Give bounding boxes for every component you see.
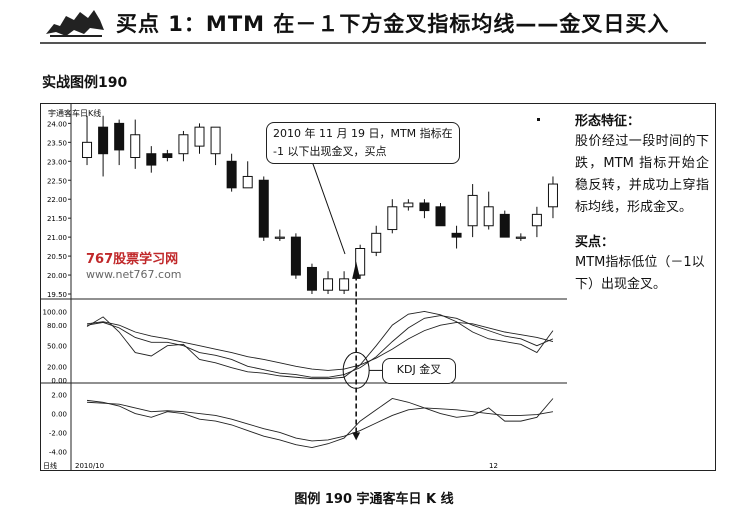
y-tick-label: 19.50 [47,291,67,299]
candle-body [403,202,414,208]
title-divider [40,42,706,44]
kdj-y-tick-label: 100.00 [43,308,68,316]
marker-dot [537,118,540,121]
y-tick-label: 24.00 [47,120,67,128]
date-right-label: 12 [489,462,498,470]
candle-body [130,134,141,158]
kdj-series-line [86,310,554,380]
corner-label: 日线 [43,461,57,470]
y-tick-label: 22.00 [47,196,67,204]
candle-body [323,278,334,291]
candle-body [178,134,189,155]
candle-body [499,213,510,238]
y-tick-label: 21.50 [47,215,67,223]
kdj-cross-label: KDJ 金叉 [382,358,456,384]
kdj-series-line [86,315,554,378]
kdj-y-tick-label: 80.00 [47,322,67,330]
candle-body [547,183,558,208]
candle-body [371,232,382,253]
candle-body [274,236,285,239]
candle-body [451,232,462,238]
y-tick-label: 21.00 [47,234,67,242]
candle-body [162,153,173,158]
candle-body [114,122,125,151]
mtm-y-tick-label: -2.00 [49,429,67,437]
watermark-text: 767股票学习网 [86,252,179,267]
figure-caption: 图例 190 宇通客车日 K 线 [294,492,454,507]
kdj-y-tick-label: 20.00 [47,363,67,371]
candle-body [194,126,205,147]
candle-body [210,126,221,155]
candle-body [387,206,398,231]
buy-point-callout: 2010 年 11 月 19 日，MTM 指标在 -1 以下出现金叉，买点 [266,122,460,164]
arrow-down-icon [352,432,361,441]
figure-label: 实战图例190 [42,75,128,91]
mtm-y-tick-label: 2.00 [51,392,67,400]
candle-body [419,202,430,212]
mtm-y-tick-label: -4.00 [49,448,67,456]
candle-body [258,179,269,238]
kdj-y-tick-label: 50.00 [47,343,67,351]
y-tick-label: 23.50 [47,139,67,147]
candle-body [355,248,366,276]
watermark-url: www.net767.com [86,268,182,281]
candle-body [306,266,317,291]
y-tick-label: 20.50 [47,253,67,261]
y-tick-label: 23.00 [47,158,67,166]
candle-body [82,141,93,158]
candle-body [242,175,253,189]
kdj-series-line [86,321,554,371]
chart-svg: 24.00 23.50 23.00 22.50 22.00 21.50 21.00 20.50… [41,104,568,470]
buy-text: MTM指标低位（－1以下）出现金叉。 [575,255,705,292]
chart-panel: 24.00 23.50 23.00 22.50 22.00 21.50 21.00 20.50… [40,103,569,471]
candle-body [483,206,494,227]
pattern-sidebar: 形态特征： 股价经过一段时间的下跌，MTM 指标开始企稳反转，并成功上穿指标均线… [567,103,716,471]
candle-body [290,236,301,276]
page-title: 买点 1：MTM 在－１下方金叉指标均线——金叉日买入 [116,12,670,36]
pattern-text: 股价经过一段时间的下跌，MTM 指标开始企稳反转，并成功上穿指标均线，形成金叉。 [575,134,709,215]
stock-name-label: 宇通客车日K线 [48,109,102,118]
candle-body [531,213,542,227]
y-tick-label: 22.50 [47,177,67,185]
candle-body [515,236,526,239]
candle-body [435,206,446,227]
date-left-label: 2010/10 [75,462,104,470]
kdj-y-tick-label: 0.00 [51,377,67,385]
bull-logo-icon [46,10,104,37]
mtm-series-line [86,398,554,448]
mtm-series-line [87,401,554,442]
buy-heading: 买点： [575,235,615,250]
pattern-heading: 形态特征： [575,114,641,129]
mtm-y-tick-label: 0.00 [51,411,67,419]
candle-body [226,160,237,189]
candle-body [339,278,350,291]
callout-pointer [302,157,346,255]
arrow-up-icon [352,261,361,279]
candle-body [146,153,157,166]
y-tick-label: 20.00 [47,272,67,280]
candle-body [98,126,109,155]
candle-body [467,194,478,227]
